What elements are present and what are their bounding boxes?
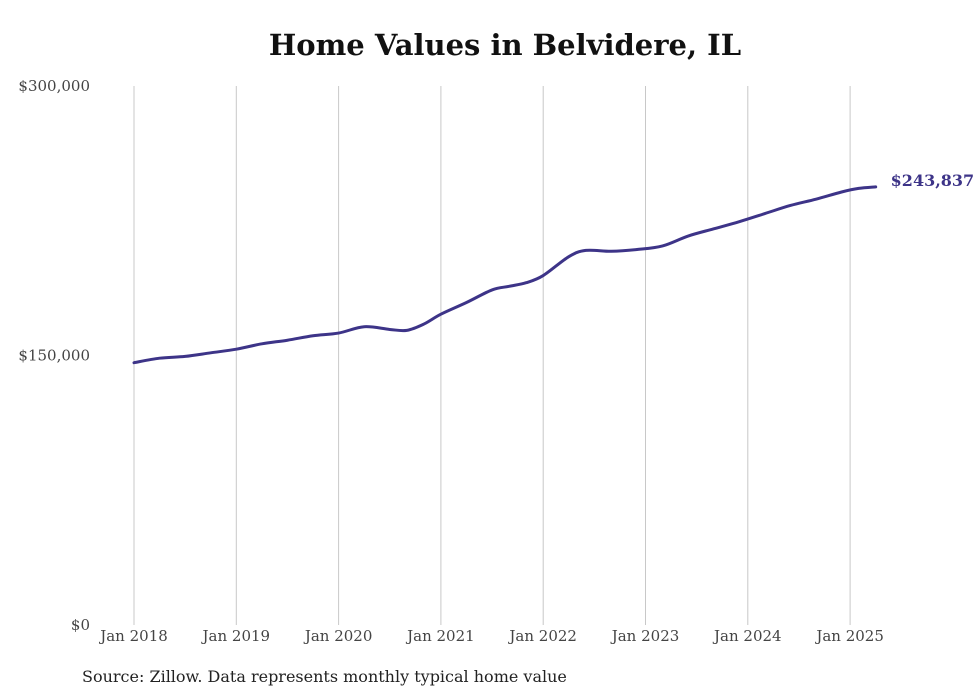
x-tick-label: Jan 2020	[303, 627, 373, 645]
y-tick-label: $0	[71, 616, 90, 634]
x-tick-label: Jan 2023	[610, 627, 680, 645]
gridlines	[133, 86, 851, 625]
series-layer	[132, 185, 878, 365]
end-value-label: $243,837	[891, 171, 975, 190]
x-tick-label: Jan 2024	[712, 627, 782, 645]
y-axis-tick-labels: $300,000 $150,000 $0	[18, 77, 90, 634]
end-label-layer: $243,837	[891, 171, 975, 190]
x-tick-label: Jan 2025	[814, 627, 884, 645]
y-tick-label: $150,000	[18, 347, 90, 365]
x-tick-label: Jan 2019	[201, 627, 271, 645]
home-value-line	[132, 185, 878, 365]
source-note: Source: Zillow. Data represents monthly …	[82, 667, 567, 686]
x-tick-label: Jan 2022	[507, 627, 577, 645]
chart-title: Home Values in Belvidere, IL	[268, 28, 742, 62]
y-tick-label: $300,000	[18, 77, 90, 95]
x-axis-tick-labels: Jan 2018 Jan 2019 Jan 2020 Jan 2021 Jan 2022…	[98, 627, 884, 645]
x-tick-label: Jan 2021	[405, 627, 475, 645]
x-tick-label: Jan 2018	[98, 627, 168, 645]
